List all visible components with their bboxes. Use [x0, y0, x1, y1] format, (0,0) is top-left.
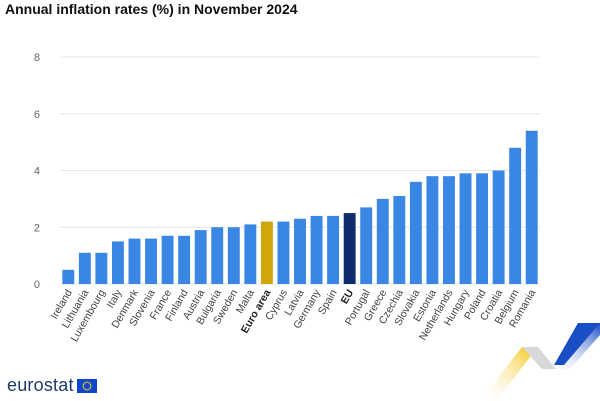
bar-portugal[interactable]	[360, 207, 373, 284]
bar-malta[interactable]	[244, 224, 257, 284]
y-tick-label: 0	[34, 279, 40, 291]
bar-ireland[interactable]	[62, 269, 75, 284]
decorative-stripes	[480, 323, 600, 401]
bar-slovakia[interactable]	[409, 181, 422, 284]
bar-germany[interactable]	[310, 215, 323, 284]
eu-flag-icon	[76, 378, 97, 393]
bar-netherlands[interactable]	[443, 176, 455, 284]
y-axis-ticks: 0 2 4 6 8	[34, 52, 40, 291]
bar-estonia[interactable]	[426, 176, 439, 284]
bar-france[interactable]	[161, 235, 174, 284]
bars	[62, 130, 538, 285]
bar-austria[interactable]	[194, 230, 207, 284]
bar-euro-area[interactable]	[260, 221, 273, 284]
bar-sweden[interactable]	[227, 227, 240, 284]
bar-greece[interactable]	[376, 198, 389, 284]
bar-hungary[interactable]	[459, 173, 472, 284]
bar-latvia[interactable]	[294, 218, 306, 284]
y-tick-label: 2	[34, 222, 40, 234]
y-tick-label: 8	[34, 52, 40, 64]
bar-cyprus[interactable]	[277, 221, 290, 284]
bar-lithuania[interactable]	[78, 252, 91, 284]
bar-poland[interactable]	[476, 173, 489, 284]
bar-slovenia[interactable]	[145, 238, 157, 284]
brand-name: eurostat	[7, 375, 74, 395]
bar-spain[interactable]	[327, 215, 340, 284]
bar-finland[interactable]	[178, 235, 191, 284]
y-tick-label: 6	[34, 109, 40, 121]
bar-luxembourg[interactable]	[95, 252, 108, 284]
y-tick-label: 4	[34, 166, 40, 178]
bar-romania[interactable]	[525, 130, 538, 284]
chart-title: Annual inflation rates (%) in November 2…	[5, 1, 298, 17]
bar-czechia[interactable]	[393, 196, 406, 284]
bar-italy[interactable]	[111, 241, 124, 284]
bar-belgium[interactable]	[509, 147, 522, 284]
bar-bulgaria[interactable]	[211, 227, 224, 284]
bar-croatia[interactable]	[492, 170, 505, 285]
bar-denmark[interactable]	[128, 238, 141, 284]
eurostat-logo: eurostat	[7, 375, 97, 396]
bar-eu[interactable]	[343, 213, 356, 284]
